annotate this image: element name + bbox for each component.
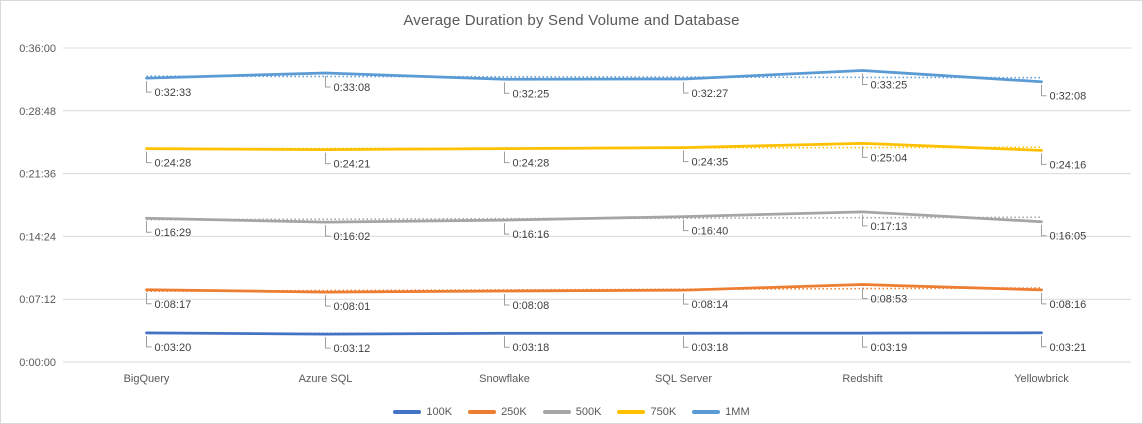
legend-item-250k: 250K bbox=[468, 406, 527, 418]
trendline-1MM bbox=[146, 75, 1042, 79]
data-label-1MM: 0:32:33 bbox=[155, 87, 192, 99]
y-axis-tick-label: 0:36:00 bbox=[19, 43, 56, 55]
legend-label-1mm: 1MM bbox=[725, 406, 750, 418]
data-label-leader bbox=[146, 151, 152, 164]
data-label-leader bbox=[146, 81, 152, 93]
data-label-500K: 0:16:05 bbox=[1050, 231, 1087, 243]
data-label-1MM: 0:32:08 bbox=[1050, 91, 1087, 103]
data-label-leader bbox=[1041, 335, 1047, 348]
data-label-leader bbox=[1041, 153, 1047, 165]
data-label-leader bbox=[146, 335, 152, 348]
data-label-leader bbox=[1041, 292, 1047, 305]
legend-label-750k: 750K bbox=[650, 406, 677, 418]
data-label-750K: 0:25:04 bbox=[871, 152, 908, 164]
legend-swatch-500k bbox=[542, 410, 571, 414]
data-label-750K: 0:24:21 bbox=[334, 159, 371, 171]
data-label-leader bbox=[504, 223, 510, 235]
data-label-leader bbox=[683, 150, 689, 163]
legend-label-500k: 500K bbox=[575, 406, 602, 418]
x-axis-category-label: Azure SQL bbox=[299, 373, 353, 385]
series-line-250K bbox=[145, 283, 1043, 294]
data-label-leader bbox=[146, 221, 152, 233]
legend-item-1mm: 1MM bbox=[692, 406, 750, 418]
y-axis-tick-label: 0:28:48 bbox=[19, 106, 56, 118]
legend-label-100k: 100K bbox=[426, 406, 453, 418]
trendline-500K bbox=[146, 216, 1042, 221]
chart-title: Average Duration by Send Volume and Data… bbox=[403, 12, 740, 29]
legend-swatch-750k bbox=[617, 410, 646, 414]
data-label-1MM: 0:33:08 bbox=[334, 82, 371, 94]
legend-item-100k: 100K bbox=[393, 406, 452, 418]
data-label-250K: 0:08:14 bbox=[692, 299, 729, 311]
y-axis-tick-label: 0:21:36 bbox=[19, 169, 56, 181]
legend-label-250k: 250K bbox=[501, 406, 527, 418]
data-label-100K: 0:03:21 bbox=[1050, 342, 1087, 354]
series-line-1MM bbox=[145, 69, 1043, 84]
y-axis-tick-label: 0:14:24 bbox=[19, 231, 56, 243]
data-label-250K: 0:08:01 bbox=[334, 301, 371, 313]
x-axis-category-label: Redshift bbox=[842, 373, 882, 385]
data-label-500K: 0:16:02 bbox=[334, 231, 371, 243]
x-axis-category-label: Snowflake bbox=[479, 373, 530, 385]
data-label-leader bbox=[504, 336, 510, 348]
data-label-leader bbox=[862, 214, 868, 227]
data-label-1MM: 0:32:25 bbox=[513, 88, 550, 100]
data-label-leader bbox=[1041, 84, 1047, 97]
data-label-leader bbox=[504, 151, 510, 164]
data-label-leader bbox=[325, 225, 331, 237]
data-label-750K: 0:24:35 bbox=[692, 157, 729, 169]
data-label-250K: 0:08:16 bbox=[1050, 299, 1087, 311]
data-label-250K: 0:08:17 bbox=[155, 299, 192, 311]
data-label-100K: 0:03:20 bbox=[155, 342, 192, 354]
data-label-leader bbox=[504, 294, 510, 306]
legend-swatch-100k bbox=[393, 410, 422, 414]
x-axis-category-label: SQL Server bbox=[655, 373, 712, 385]
data-label-500K: 0:17:13 bbox=[871, 221, 908, 233]
data-label-100K: 0:03:19 bbox=[871, 342, 908, 354]
data-label-leader bbox=[325, 295, 331, 307]
legend-swatch-250k bbox=[468, 410, 497, 414]
legend-item-750k: 750K bbox=[617, 406, 676, 418]
data-label-500K: 0:16:40 bbox=[692, 226, 729, 238]
data-label-leader bbox=[683, 293, 689, 305]
data-label-leader bbox=[862, 336, 868, 348]
data-label-leader bbox=[1041, 224, 1047, 237]
data-label-500K: 0:16:29 bbox=[155, 227, 192, 239]
data-label-leader bbox=[683, 219, 689, 232]
data-label-250K: 0:08:08 bbox=[513, 300, 550, 312]
data-label-leader bbox=[504, 82, 510, 94]
data-label-500K: 0:16:16 bbox=[513, 229, 550, 241]
data-label-leader bbox=[325, 152, 331, 165]
data-label-1MM: 0:32:27 bbox=[692, 88, 729, 100]
legend-swatch-1mm bbox=[692, 410, 721, 414]
data-label-leader bbox=[862, 73, 868, 86]
data-label-750K: 0:24:28 bbox=[513, 158, 550, 170]
data-label-leader bbox=[325, 76, 331, 88]
data-label-750K: 0:24:16 bbox=[1050, 159, 1087, 171]
data-label-leader bbox=[683, 336, 689, 348]
data-label-100K: 0:03:12 bbox=[334, 343, 371, 355]
series-line-500K bbox=[145, 210, 1043, 224]
x-axis-category-label: BigQuery bbox=[124, 373, 170, 385]
data-label-250K: 0:08:53 bbox=[871, 294, 908, 306]
data-label-leader bbox=[862, 287, 868, 300]
x-axis-category-label: Yellowbrick bbox=[1014, 373, 1069, 385]
data-label-100K: 0:03:18 bbox=[513, 342, 550, 354]
data-label-leader bbox=[146, 292, 152, 305]
series-line-750K bbox=[145, 141, 1043, 152]
data-label-leader bbox=[862, 146, 868, 158]
series-line-100K bbox=[145, 331, 1043, 336]
data-label-750K: 0:24:28 bbox=[155, 158, 192, 170]
y-axis-tick-label: 0:07:12 bbox=[19, 294, 56, 306]
chart-legend: 100K 250K 500K 750K 1MM bbox=[1, 406, 1142, 418]
data-label-100K: 0:03:18 bbox=[692, 342, 729, 354]
y-axis-tick-label: 0:00:00 bbox=[19, 357, 56, 369]
data-label-leader bbox=[683, 81, 689, 94]
data-label-1MM: 0:33:25 bbox=[871, 80, 908, 92]
legend-item-500k: 500K bbox=[542, 406, 602, 418]
data-label-leader bbox=[325, 337, 331, 349]
